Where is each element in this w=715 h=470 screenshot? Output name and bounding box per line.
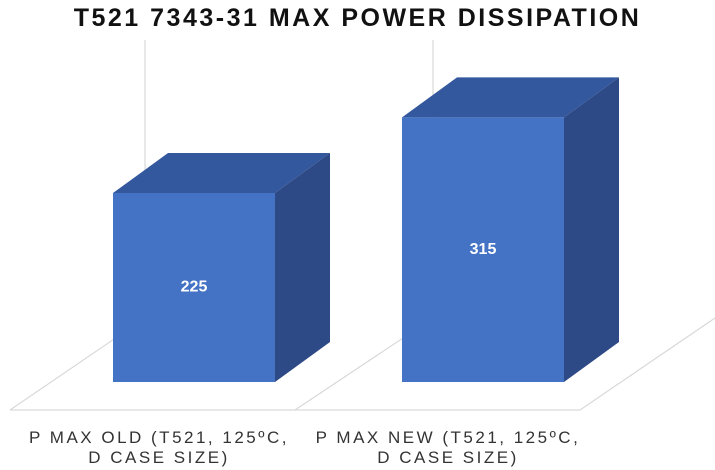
bar (113, 193, 275, 382)
x-tick-label: P MAX NEW (T521, 125ºC, D CASE SIZE) (315, 428, 581, 467)
bar-side (564, 77, 619, 383)
bar-top (402, 77, 619, 118)
data-label: 315 (470, 241, 497, 258)
bar-side (275, 153, 330, 382)
x-tick-label: P MAX OLD (T521, 125ºC, D CASE SIZE) (29, 428, 289, 467)
bar-top (113, 153, 330, 193)
chart-title: T521 7343-31 MAX POWER DISSIPATION (73, 4, 642, 32)
data-label: 225 (181, 279, 208, 296)
bar (402, 117, 564, 383)
